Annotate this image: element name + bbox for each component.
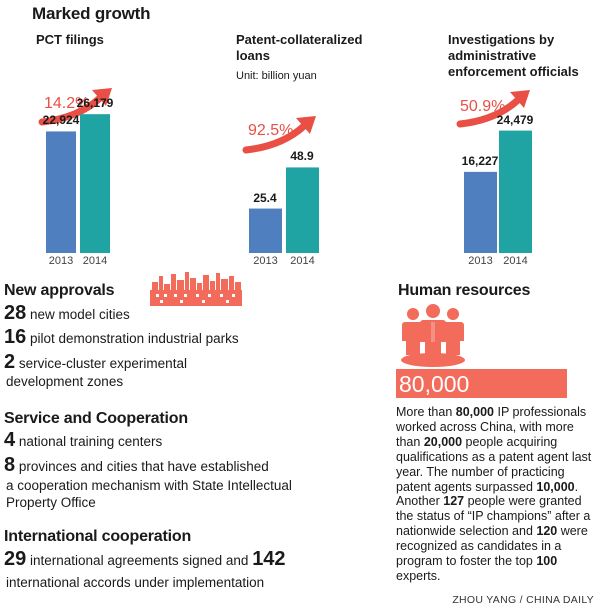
paragraph-text: IP professionals worked across China, wi…: [396, 405, 587, 449]
bar-value-label: 26,179: [76, 96, 114, 111]
paragraph-figure: 127: [443, 494, 465, 509]
paragraph-text: were recognized as candidates in a progr…: [396, 524, 588, 569]
bar-value-label: 25.4: [253, 190, 277, 205]
bar-plot: [464, 130, 532, 253]
chart-title: Patent-collateralized loans: [236, 32, 363, 63]
people-group-icon: [401, 304, 465, 367]
paragraph-figure: 120: [536, 524, 558, 539]
stat-text-line2: development zones: [6, 374, 124, 389]
x-tick-label: 2014: [290, 255, 315, 267]
stat-industrial-parks: 16 pilot demonstration industrial parks: [4, 326, 239, 348]
section-heading-international: International cooperation: [4, 528, 192, 545]
bar-value-label: 22,924: [42, 113, 80, 128]
bar-value-label: 16,227: [461, 153, 499, 168]
bar-value-label: 24,479: [496, 112, 534, 127]
paragraph-text: experts.: [396, 568, 441, 583]
stat-text: national training centers: [18, 434, 163, 449]
x-tick-label: 2014: [503, 255, 528, 267]
stat-text: provinces and cities that have establish…: [18, 459, 269, 474]
chart-unit: Unit: billion yuan: [236, 70, 317, 82]
growth-label: 92.5%: [248, 122, 294, 139]
section-heading-new-approvals: New approvals: [4, 282, 115, 299]
stat-provinces: 8 provinces and cities that have establi…: [4, 454, 269, 476]
section-heading-service: Service and Cooperation: [4, 410, 188, 427]
paragraph-figure: 10,000: [536, 479, 575, 494]
stat-number: 142: [252, 548, 286, 570]
bar-plot: [46, 114, 110, 253]
growth-label: 14.2%: [44, 95, 90, 112]
figure-value: 80,000: [399, 371, 470, 397]
stat-text: service-cluster experimental: [18, 356, 187, 371]
stat-number: 8: [4, 454, 16, 476]
chart-patent-loans: Patent-collateralized loans Unit: billio…: [200, 0, 400, 275]
stat-number: 2: [4, 351, 16, 373]
credit-line: ZHOU YANG / CHINA DAILY: [452, 594, 594, 606]
stat-text: pilot demonstration industrial parks: [30, 331, 239, 346]
stat-text-line2: international accords under implementati…: [6, 575, 265, 590]
x-tick-label: 2013: [468, 255, 493, 267]
paragraph-figure: 20,000: [423, 434, 463, 449]
chart-investigations: Investigations by administrative enforce…: [400, 0, 600, 275]
stat-text: international agreements signed and: [30, 553, 249, 568]
paragraph-text: . Another: [396, 479, 579, 509]
bar-2013: [464, 171, 497, 253]
x-tick-label: 2013: [253, 255, 278, 267]
bar-2014: [286, 167, 319, 253]
growth-label: 50.9%: [460, 98, 506, 115]
section-heading-human-resources: Human resources: [398, 282, 531, 299]
stat-number: 16: [4, 326, 27, 348]
growth-arrow-icon: [38, 88, 112, 126]
paragraph-text: people were granted the status of “IP ch…: [396, 494, 591, 539]
stat-number: 4: [4, 429, 16, 451]
growth-arrow-icon: [242, 116, 316, 154]
paragraph-text: people acquiring qualifications as a pat…: [396, 434, 592, 494]
human-resources-paragraph: More than 80,000 IP professionals worked…: [396, 405, 600, 584]
x-tick-label: 2014: [82, 255, 108, 267]
chart-title: Investigations by administrative enforce…: [448, 32, 579, 79]
bar-plot: [249, 167, 319, 253]
chart-title: PCT filings: [36, 32, 104, 47]
bar-2014: [499, 130, 532, 253]
bar-value-label: 48.9: [290, 149, 314, 164]
stat-text: new model cities: [30, 307, 130, 322]
paragraph-figure: 80,000: [455, 405, 494, 419]
stat-international-agreements: 29 international agreements signed and 1…: [4, 548, 286, 570]
bar-2014: [80, 114, 110, 253]
stat-number: 29: [4, 548, 27, 570]
stat-number: 28: [4, 302, 27, 324]
stat-new-model-cities: 28 new model cities: [4, 302, 130, 324]
paragraph-text: More than: [396, 405, 456, 419]
page-title: Marked growth: [32, 4, 151, 23]
chart-pct-filings: PCT filings 14.2% 22,924 26,179 2013 201…: [0, 0, 200, 275]
growth-arrow-icon: [456, 90, 530, 128]
stat-training-centers: 4 national training centers: [4, 429, 163, 451]
city-skyline-icon: [150, 272, 242, 306]
figure-banner: [396, 369, 567, 398]
bar-2013: [249, 208, 282, 253]
bar-2013: [46, 131, 76, 253]
stat-experimental-zones: 2 service-cluster experimental: [4, 351, 187, 373]
stat-text-line3: Property Office: [6, 495, 96, 510]
x-tick-label: 2013: [48, 255, 74, 267]
stat-text-line2: a cooperation mechanism with State Intel…: [6, 478, 292, 493]
paragraph-figure: 100: [536, 554, 558, 569]
